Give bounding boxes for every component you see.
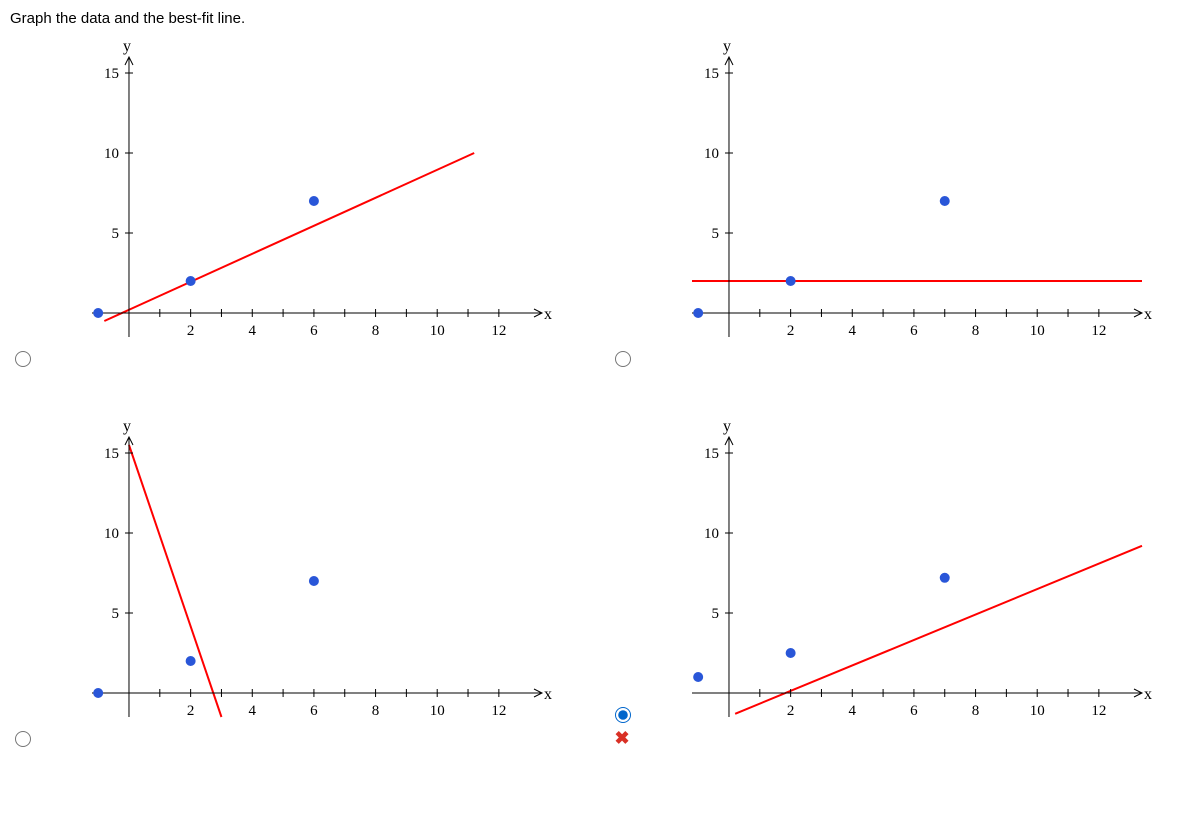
- svg-text:5: 5: [111, 226, 119, 242]
- svg-text:2: 2: [187, 323, 195, 339]
- svg-text:10: 10: [1030, 703, 1045, 719]
- svg-text:12: 12: [1091, 323, 1106, 339]
- option-c[interactable]: 5 10 15 2 4 6 8 10 12 y x: [10, 417, 590, 757]
- svg-text:5: 5: [711, 226, 719, 242]
- chart-a: 5 10 15 2 4 6 8 10 12 y x: [42, 37, 562, 377]
- svg-text:5: 5: [711, 606, 719, 622]
- svg-text:12: 12: [491, 703, 506, 719]
- svg-text:12: 12: [491, 323, 506, 339]
- svg-text:10: 10: [430, 323, 445, 339]
- svg-text:y: y: [123, 418, 131, 435]
- svg-text:10: 10: [704, 146, 719, 162]
- question-text: Graph the data and the best-fit line.: [10, 10, 1190, 27]
- svg-text:2: 2: [787, 703, 795, 719]
- option-a[interactable]: 5 10 15 2 4 6 8 10 12 y x: [10, 37, 590, 377]
- svg-text:10: 10: [104, 526, 119, 542]
- radio-c[interactable]: [15, 731, 31, 747]
- option-b[interactable]: 5 10 15 2 4 6 8 10 12 y x: [610, 37, 1190, 377]
- svg-text:15: 15: [704, 66, 719, 82]
- svg-text:x: x: [1144, 306, 1152, 323]
- svg-text:8: 8: [372, 703, 380, 719]
- svg-text:15: 15: [104, 66, 119, 82]
- svg-text:10: 10: [430, 703, 445, 719]
- svg-text:10: 10: [104, 146, 119, 162]
- chart-d: 5 10 15 2 4 6 8 10 12 y x: [642, 417, 1162, 757]
- svg-text:2: 2: [187, 703, 195, 719]
- svg-text:x: x: [544, 686, 552, 703]
- svg-text:y: y: [723, 418, 731, 435]
- svg-text:x: x: [1144, 686, 1152, 703]
- radio-b[interactable]: [615, 351, 631, 367]
- svg-text:y: y: [123, 38, 131, 55]
- svg-text:x: x: [544, 306, 552, 323]
- svg-text:12: 12: [1091, 703, 1106, 719]
- chart-c: 5 10 15 2 4 6 8 10 12 y x: [42, 417, 562, 757]
- radio-d[interactable]: [615, 707, 631, 723]
- svg-text:5: 5: [111, 606, 119, 622]
- svg-text:10: 10: [1030, 323, 1045, 339]
- svg-text:6: 6: [310, 703, 318, 719]
- svg-text:4: 4: [849, 323, 857, 339]
- options-grid: 5 10 15 2 4 6 8 10 12 y x 5 10 15 2 4 6 8 10 12 y x 5 10 15 2 4 6…: [10, 37, 1190, 757]
- svg-text:8: 8: [372, 323, 380, 339]
- svg-text:10: 10: [704, 526, 719, 542]
- svg-text:6: 6: [310, 323, 318, 339]
- svg-text:4: 4: [249, 703, 257, 719]
- svg-text:2: 2: [787, 323, 795, 339]
- svg-text:6: 6: [910, 703, 918, 719]
- svg-text:8: 8: [972, 703, 980, 719]
- svg-text:15: 15: [704, 446, 719, 462]
- svg-text:4: 4: [849, 703, 857, 719]
- svg-text:8: 8: [972, 323, 980, 339]
- svg-text:15: 15: [104, 446, 119, 462]
- svg-text:y: y: [723, 38, 731, 55]
- wrong-icon: ✖: [614, 729, 629, 747]
- option-d[interactable]: ✖ 5 10 15 2 4 6 8 10 12 y x: [610, 417, 1190, 757]
- svg-text:6: 6: [910, 323, 918, 339]
- svg-text:4: 4: [249, 323, 257, 339]
- radio-a[interactable]: [15, 351, 31, 367]
- chart-b: 5 10 15 2 4 6 8 10 12 y x: [642, 37, 1162, 377]
